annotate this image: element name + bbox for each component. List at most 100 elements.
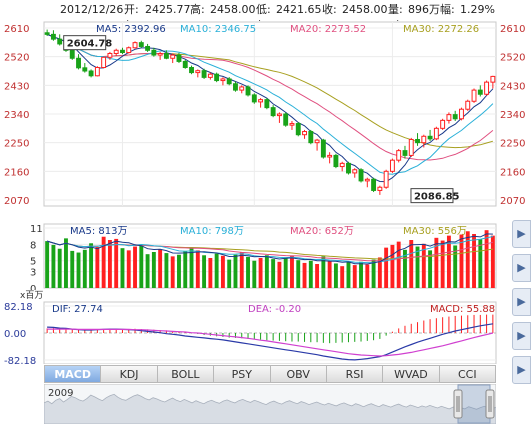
price-x-axis: 2012/10 2012/11 2012/12: [102, 20, 413, 23]
ma30-label: MA30: 2272.26: [403, 24, 479, 35]
volume-bars: [45, 230, 495, 288]
volume-bar: [290, 255, 294, 288]
dif-label: DIF: 27.74: [52, 304, 103, 315]
header-date: 2012/12/26: [60, 3, 123, 16]
candle-body: [364, 178, 370, 182]
volume-bar: [151, 252, 156, 288]
navigator-right-handle[interactable]: [485, 389, 495, 419]
side-expand-button[interactable]: ▶: [512, 322, 531, 350]
candle-body: [113, 49, 119, 54]
volume-bar: [465, 231, 470, 288]
candle-body: [258, 99, 264, 103]
candle-body: [433, 127, 439, 140]
candle-body: [283, 113, 289, 126]
tab-obv[interactable]: OBV: [270, 365, 327, 383]
volume-bar: [428, 250, 433, 288]
ma5-label: MA5: 2392.96: [96, 24, 166, 35]
volume-bar: [453, 245, 458, 288]
volume-bar: [321, 256, 326, 288]
tab-macd[interactable]: MACD: [44, 365, 102, 383]
header-low-label: 低:: [256, 3, 271, 16]
volume-ma5-line: [46, 233, 493, 265]
tab-boll[interactable]: BOLL: [157, 365, 215, 383]
candle-body: [107, 52, 113, 58]
side-expand-button[interactable]: ▶: [512, 288, 531, 316]
volume-bar: [133, 246, 137, 288]
tab-psy[interactable]: PSY: [214, 365, 271, 383]
candle-body: [302, 131, 307, 136]
volume-bar: [359, 261, 363, 288]
candle-body: [69, 49, 75, 59]
volume-bar: [459, 234, 464, 288]
volume-y-tick: 11: [30, 224, 43, 235]
volume-bar: [390, 244, 395, 288]
header-close: 2458.00: [342, 3, 388, 16]
candle-body: [44, 32, 50, 35]
macd-grid: [44, 305, 496, 361]
tab-kdj[interactable]: KDJ: [101, 365, 158, 383]
side-expand-button[interactable]: ▶: [512, 254, 531, 282]
quote-header-svg: 2012/12/26 开: 2425.77 高: 2458.00 低: 2421…: [60, 2, 495, 16]
volume-bar: [145, 254, 150, 288]
indicator-tabs: MACD KDJ BOLL PSY OBV RSI WVAD CCI: [44, 365, 496, 383]
tab-wvad[interactable]: WVAD: [383, 365, 440, 383]
macd-y-tick: -82.18: [4, 356, 36, 364]
candle-body: [377, 186, 383, 191]
volume-bar: [396, 241, 401, 288]
candle-body: [415, 138, 420, 144]
volume-bar: [45, 241, 50, 288]
candle-body: [308, 131, 314, 144]
volume-bar: [258, 258, 263, 288]
side-expand-button[interactable]: ▶: [512, 220, 531, 248]
quote-header: 2012/12/26 开: 2425.77 高: 2458.00 低: 2421…: [0, 0, 531, 20]
volume-y-axis: 11 8 53 0: [30, 224, 43, 290]
volume-bar: [114, 238, 119, 288]
volume-bar: [76, 252, 81, 288]
candle-body: [383, 170, 389, 188]
volume-bar: [107, 240, 112, 288]
min-price-box: [410, 188, 454, 204]
volume-bar: [189, 247, 194, 288]
macd-panel: x百万 82.18 0.00 -82.18 DIF: 27.74 DEA: -0.2…: [4, 290, 497, 364]
candle-body: [327, 154, 333, 158]
volume-bar: [233, 254, 238, 288]
max-price-annotation: 2604.78: [63, 35, 113, 51]
tab-rsi[interactable]: RSI: [326, 365, 384, 383]
candle-body: [245, 86, 251, 96]
volume-bar: [302, 262, 307, 288]
volume-bar: [70, 250, 75, 288]
header-close-label: 收:: [322, 2, 337, 16]
price-y-tick-right: 2070: [500, 196, 525, 207]
navigator-panel: 2009: [44, 384, 496, 424]
tab-cci[interactable]: CCI: [439, 365, 496, 383]
candle-body: [346, 162, 351, 174]
price-y-tick-left: 2520: [4, 53, 29, 64]
macd-lines: [47, 323, 494, 361]
volume-bar: [315, 264, 320, 288]
volume-bar: [271, 259, 276, 288]
candle-body: [276, 113, 282, 117]
navigator-left-handle[interactable]: [453, 389, 463, 419]
navigator-area-fill: [44, 393, 496, 424]
vol-ma20-label: MA20: 652万: [290, 226, 354, 237]
candle-body: [314, 139, 320, 144]
header-chg-label: 幅:: [440, 3, 455, 16]
candle-body: [264, 99, 270, 109]
candle-body: [170, 54, 176, 59]
candle-body: [214, 73, 220, 82]
max-price-label: 2604.78: [67, 39, 113, 50]
side-expand-button[interactable]: ▶: [512, 356, 531, 384]
volume-bar: [183, 250, 188, 288]
price-x-tick: 2012/10: [102, 20, 144, 23]
vol-ma10-label: MA10: 798万: [180, 226, 244, 237]
navigator-selection[interactable]: [457, 384, 491, 424]
candle-body: [396, 150, 402, 161]
volume-bar: [264, 255, 269, 288]
candle-body: [82, 67, 88, 72]
price-y-tick-left: 2610: [4, 24, 29, 35]
candle-body: [201, 70, 207, 78]
volume-bar: [158, 249, 163, 288]
volume-bar: [126, 250, 131, 288]
volume-unit-label: x百万: [20, 290, 43, 301]
volume-bar: [365, 264, 370, 288]
